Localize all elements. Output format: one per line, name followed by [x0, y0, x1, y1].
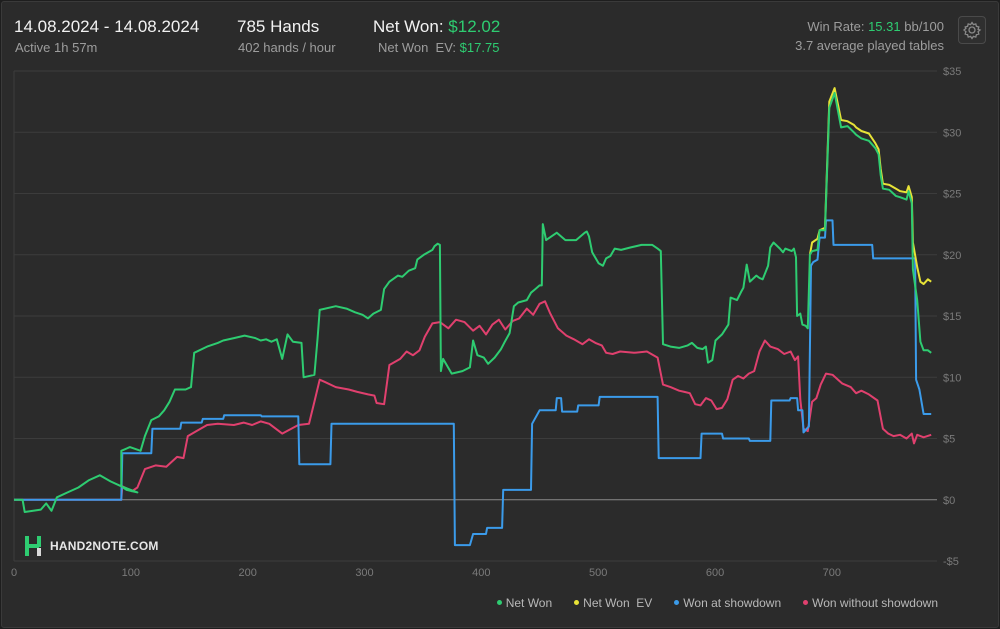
net-won: Net Won: $12.02	[373, 17, 500, 37]
active-time: Active 1h 57m	[15, 40, 98, 55]
win-rate-label: Win Rate:	[807, 19, 865, 34]
chart-legend: Net Won Net Won EV Won at showdown Won w…	[496, 596, 938, 610]
logo-text: HAND2NOTE.COM	[50, 539, 159, 553]
net-won-ev-label: Net Won EV:	[378, 40, 457, 55]
x-tick-label: 400	[472, 567, 490, 579]
y-tick-label: $5	[943, 434, 955, 446]
net-won-ev: Net Won EV: $17.75	[378, 40, 499, 55]
profit-graph: -$5 $0 $5 $10 $15 $20 $25 $30 $35 0 100 200 300 400 50…	[11, 66, 961, 579]
y-tick-label: $0	[943, 495, 955, 507]
legend-item-net-won-ev[interactable]: Net Won EV	[574, 596, 652, 610]
net-won-value: $12.02	[448, 17, 501, 36]
legend-item-won-at-showdown[interactable]: Won at showdown	[674, 596, 781, 610]
x-tick-label: 700	[823, 567, 841, 579]
x-tick-label: 100	[122, 567, 140, 579]
gear-icon	[962, 21, 982, 40]
legend-dot	[496, 600, 502, 606]
y-tick-label: $30	[943, 127, 961, 139]
series-line-won-at-showdown	[14, 219, 932, 547]
net-won-ev-value: $17.75	[459, 40, 500, 55]
hands-per-hour: 402 hands / hour	[238, 40, 336, 55]
y-tick-label: $25	[943, 189, 961, 201]
net-won-label: Net Won:	[373, 17, 444, 36]
hand2note-logo: HAND2NOTE.COM	[22, 535, 159, 557]
y-tick-label: -$5	[943, 556, 959, 568]
legend-dot	[674, 600, 680, 606]
legend-item-won-without-showdown[interactable]: Won without showdown	[803, 596, 938, 610]
x-tick-label: 600	[706, 567, 724, 579]
date-range: 14.08.2024 - 14.08.2024	[14, 17, 200, 36]
hands-count: 785 Hands	[237, 17, 320, 36]
win-rate-unit: bb/100	[904, 19, 944, 34]
x-tick-label: 0	[11, 567, 17, 579]
legend-item-net-won[interactable]: Net Won	[496, 596, 552, 610]
series-line-won-without-showdown	[14, 300, 932, 501]
legend-dot	[803, 600, 809, 606]
avg-tables: 3.7 average played tables	[795, 38, 944, 53]
settings-button[interactable]	[958, 16, 986, 44]
x-tick-label: 500	[589, 567, 607, 579]
y-tick-label: $20	[943, 250, 961, 262]
y-tick-label: $15	[943, 311, 961, 323]
legend-dot	[574, 600, 580, 606]
logo-icon	[25, 536, 41, 556]
y-tick-label: $10	[943, 372, 961, 384]
win-rate-value: 15.31	[868, 19, 901, 34]
x-tick-label: 300	[355, 567, 373, 579]
series-line-net-won	[14, 92, 932, 513]
win-rate: Win Rate: 15.31 bb/100	[807, 19, 944, 34]
y-tick-label: $35	[943, 66, 961, 78]
x-tick-label: 200	[238, 567, 256, 579]
